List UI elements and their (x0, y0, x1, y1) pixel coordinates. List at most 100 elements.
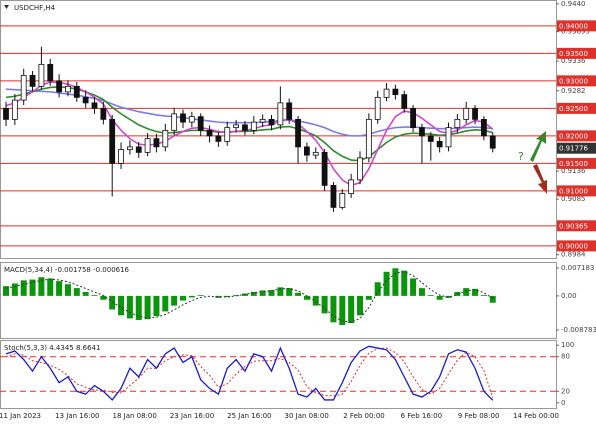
macd-bar (153, 295, 160, 317)
macd-bar (436, 295, 443, 300)
macd-bar (73, 288, 80, 296)
candle-body (56, 80, 62, 93)
y-tick-label: 100 (561, 341, 574, 349)
candle-body (171, 113, 178, 131)
candle-body (463, 107, 470, 120)
candle-body (153, 138, 160, 148)
y-tick-label: 0.9136 (561, 167, 586, 175)
candle-body (303, 146, 310, 156)
down-arrow (533, 164, 547, 194)
level-label: 0.91500 (559, 160, 588, 168)
y-tick-label: 20 (561, 387, 570, 395)
annotation: ? (518, 150, 524, 163)
candle-body (410, 107, 417, 129)
candle-body (454, 118, 461, 129)
candle-body (206, 129, 213, 137)
macd-bar (374, 282, 381, 296)
last-price-box (557, 142, 596, 154)
macd-bar (38, 277, 45, 296)
panel-title: Stoch(5,3,3) 4.4345 8.6641 (4, 344, 100, 352)
level-label: 0.93500 (559, 50, 588, 58)
candle-body (100, 107, 107, 120)
macd-bar (489, 295, 496, 303)
candle-body (215, 135, 222, 142)
candle-body (188, 116, 195, 123)
candle-body (144, 138, 151, 153)
macd-signal (5, 271, 494, 323)
macd-bar (47, 278, 54, 296)
macd-bar (188, 295, 195, 298)
macd-bar (321, 295, 328, 314)
level-label: 0.91000 (559, 187, 588, 195)
candle-body (392, 88, 399, 96)
x-tick-label: 30 Jan 08:00 (285, 412, 329, 420)
macd-bar (312, 295, 319, 306)
candle-body (47, 63, 54, 82)
macd-bar (126, 295, 133, 319)
x-tick-label: 14 Feb 00:00 (513, 412, 559, 420)
y-tick-label: 0.9085 (561, 195, 586, 203)
macd-bar (365, 295, 372, 300)
macd-bar (463, 288, 470, 296)
candle-body (20, 74, 27, 101)
candle-body (312, 151, 319, 156)
candle-body (259, 118, 266, 123)
macd-bar (100, 295, 107, 300)
candle-body (197, 116, 204, 131)
level-label-box (557, 220, 596, 232)
candle-body (65, 85, 71, 93)
macd-bar (197, 295, 204, 296)
macd-bar (11, 283, 18, 296)
level-label: 0.92000 (559, 132, 588, 140)
candle-body (162, 129, 169, 148)
macd-bar (64, 284, 71, 296)
y-tick-label: 0 (561, 399, 565, 407)
candle-body (82, 96, 89, 104)
candle-body (3, 107, 9, 120)
candle-body (365, 118, 372, 159)
candle-body (357, 157, 363, 181)
x-tick-label: 6 Feb 16:00 (401, 412, 442, 420)
level-label: 0.90365 (559, 222, 588, 230)
candle-body (374, 96, 381, 120)
candle-body (419, 127, 425, 137)
macd-bar (268, 290, 275, 296)
stoch-k (5, 345, 494, 401)
y-tick-label: 0.00 (561, 292, 577, 300)
macd-bar (303, 295, 310, 300)
candle-body (242, 124, 248, 131)
candle-body (295, 118, 301, 148)
candle-body (348, 179, 355, 195)
level-label: 0.92500 (559, 105, 588, 113)
macd-bar (286, 288, 293, 296)
x-tick-label: 25 Jan 16:00 (227, 412, 271, 420)
macd-bar (91, 295, 98, 296)
macd-bar (445, 295, 452, 298)
macd-bar (392, 268, 399, 296)
macd-bar (215, 295, 222, 298)
candle-body (472, 107, 478, 120)
level-label-box (557, 130, 596, 142)
macd-bar (250, 291, 257, 296)
candle-body (224, 127, 231, 142)
panel-title: USDCHF,H4 (14, 4, 56, 12)
y-tick-label: 0.9440 (561, 0, 586, 8)
candle-body (321, 151, 328, 186)
macd-bar (162, 295, 169, 312)
candle-body (277, 102, 284, 126)
last-price-label: 0.91776 (559, 145, 588, 153)
candle-body (383, 88, 390, 98)
candle-body (401, 94, 408, 109)
candle-body (445, 127, 452, 148)
level-label: 0.93000 (559, 77, 588, 85)
signal-arrows (530, 131, 547, 194)
x-tick-label: 23 Jan 16:00 (170, 412, 214, 420)
macd-bar (171, 295, 178, 306)
y-tick-label: 0.93895 (561, 28, 590, 36)
x-tick-label: 9 Feb 08:00 (458, 412, 499, 420)
macd-bar (480, 295, 487, 296)
candle-body (330, 184, 337, 208)
macd-bar (418, 288, 425, 296)
